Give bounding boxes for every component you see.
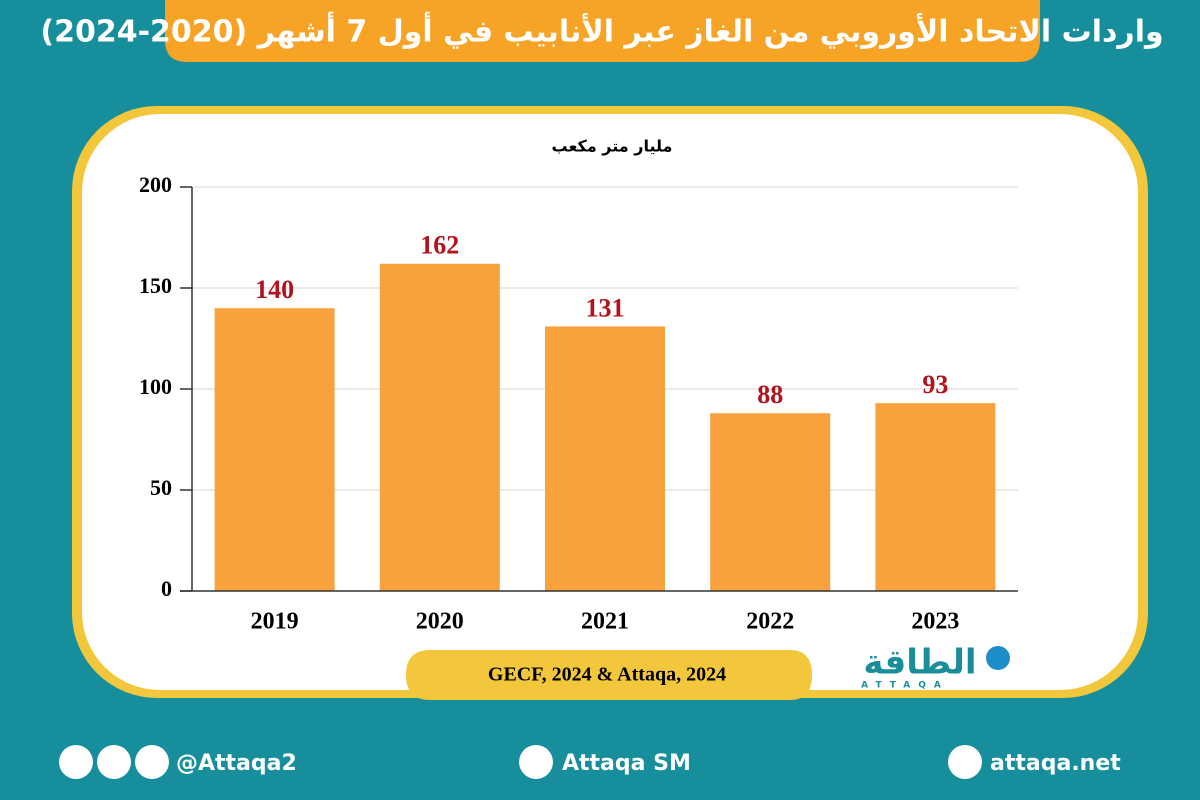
value-label: 162 [420, 231, 459, 260]
facebook-icon[interactable] [135, 745, 169, 779]
x-tick-label: 2021 [581, 609, 629, 635]
bar [875, 403, 996, 591]
social-icons [59, 745, 982, 779]
x-tick-label: 2023 [911, 609, 959, 635]
x-tick-label: 2022 [746, 609, 794, 635]
youtube-icon[interactable] [519, 745, 553, 779]
value-label: 93 [922, 370, 948, 399]
title-banner [165, 0, 1040, 62]
web-icon[interactable] [948, 745, 982, 779]
x-icon[interactable] [59, 745, 93, 779]
source: GECF, 2024 & Attaqa, 2024 [488, 664, 726, 686]
bar [379, 263, 500, 591]
y-axis-unit: مليار متر مكعب [552, 137, 673, 156]
x-tick-label: 2020 [416, 609, 464, 635]
plot: 0 50 100 150 200 2019 140 2020 162 2021 131 2022 88 2… [139, 172, 1018, 635]
bar [214, 308, 335, 591]
logo-latin: ATTAQA [861, 681, 949, 691]
social-handle[interactable]: @Attaqa2 [176, 751, 297, 776]
y-tick-label: 150 [139, 273, 172, 298]
y-tick-label: 0 [161, 576, 172, 601]
chart-title: واردات الاتحاد الأوروبي من الغاز عبر الأ… [40, 12, 1163, 50]
bar [710, 413, 831, 591]
value-label: 131 [586, 293, 625, 322]
y-tick-label: 100 [139, 374, 172, 399]
logo-text: الطاقة [863, 643, 976, 683]
bar [545, 326, 665, 591]
value-label: 140 [255, 275, 294, 304]
value-label: 88 [757, 380, 783, 409]
website[interactable]: attaqa.net [990, 751, 1121, 776]
source-pill [406, 650, 812, 700]
x-tick-label: 2019 [251, 609, 299, 635]
y-tick-label: 50 [150, 475, 172, 500]
instagram-icon[interactable] [97, 745, 131, 779]
youtube-channel[interactable]: Attaqa SM [562, 751, 691, 776]
logo-icon [986, 646, 1010, 670]
y-tick-label: 200 [139, 172, 172, 197]
